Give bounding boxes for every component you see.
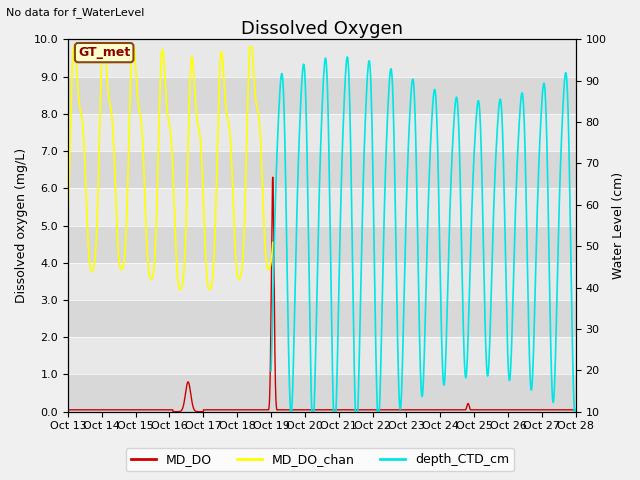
Y-axis label: Water Level (cm): Water Level (cm) — [612, 172, 625, 279]
Title: Dissolved Oxygen: Dissolved Oxygen — [241, 20, 403, 38]
Legend: MD_DO, MD_DO_chan, depth_CTD_cm: MD_DO, MD_DO_chan, depth_CTD_cm — [126, 448, 514, 471]
Bar — [68, 300, 576, 337]
Y-axis label: Dissolved oxygen (mg/L): Dissolved oxygen (mg/L) — [15, 148, 28, 303]
Bar — [68, 226, 576, 263]
Bar — [68, 374, 576, 412]
Text: No data for f_WaterLevel: No data for f_WaterLevel — [6, 7, 145, 18]
Bar — [68, 77, 576, 114]
Text: GT_met: GT_met — [78, 46, 131, 59]
Bar — [68, 151, 576, 188]
